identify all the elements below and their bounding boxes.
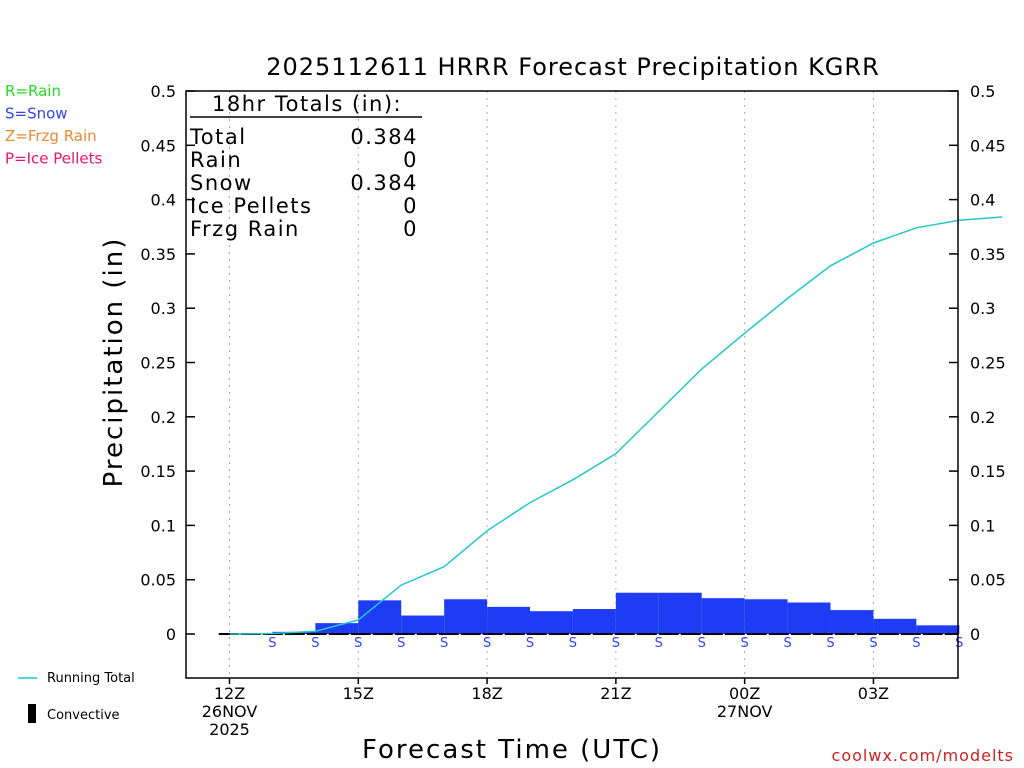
x-tick-label: 12Z [214, 684, 245, 703]
type-key-entry: S=Snow [5, 105, 68, 123]
totals-label: Total [189, 125, 247, 149]
convective-legend-swatch [28, 704, 36, 723]
y-tick-label-left: 0.4 [151, 191, 176, 210]
hourly-bar [572, 609, 616, 634]
y-tick-label-right: 0.25 [970, 354, 1006, 373]
hourly-bar [744, 599, 788, 634]
totals-box: 18hr Totals (in): Total 0.384 Rain 0 Snow 0.3… [189, 92, 422, 241]
totals-label: Snow [190, 171, 253, 195]
snow-marker: S [268, 636, 276, 651]
totals-label: Frzg Rain [190, 217, 300, 241]
y-tick-label-right: 0.45 [970, 136, 1006, 155]
hourly-bar [530, 611, 573, 634]
totals-value: 0.384 [350, 171, 418, 195]
legend: Running Total Convective [18, 671, 135, 723]
hourly-bar [444, 599, 488, 634]
y-tick-label-left: 0.05 [140, 571, 176, 590]
x-tick-label: 27NOV [717, 702, 773, 721]
hourly-bar [830, 610, 874, 634]
totals-header: 18hr Totals (in): [212, 92, 402, 116]
chart-title: 2025112611 HRRR Forecast Precipitation K… [266, 53, 880, 81]
hourly-bar [916, 625, 960, 634]
y-tick-label-left: 0.1 [151, 516, 176, 535]
snow-marker: S [783, 636, 791, 651]
snow-marker: S [826, 636, 834, 651]
hourly-bar [487, 606, 531, 634]
convective-legend-label: Convective [47, 708, 120, 723]
y-axis-ticks: 0 00.05 0.050.1 0.10.15 0.150.2 0.20.25 0.250.… [140, 82, 1005, 644]
x-tick-label: 2025 [209, 720, 250, 739]
y-tick-label-right: 0.2 [970, 408, 995, 427]
snow-marker: S [483, 636, 491, 651]
type-key-entry: Z=Frzg Rain [5, 127, 97, 145]
hourly-bar [615, 592, 659, 634]
snow-marker: S [655, 636, 663, 651]
x-tick-label: 26NOV [202, 702, 258, 721]
snow-marker: S [311, 636, 319, 651]
snow-marker: S [912, 636, 920, 651]
y-tick-label-left: 0.25 [140, 354, 176, 373]
snow-marker: S [569, 636, 577, 651]
y-axis-title: Precipitation (in) [99, 237, 129, 488]
x-tick-label: 03Z [858, 684, 889, 703]
x-tick-label: 00Z [729, 684, 760, 703]
snow-marker: S [869, 636, 877, 651]
vertical-gridlines [229, 91, 874, 678]
hourly-bar [701, 598, 745, 634]
snow-marker: S [741, 636, 749, 651]
y-tick-label-left: 0.3 [151, 299, 176, 318]
y-tick-label-right: 0.5 [970, 82, 995, 101]
snow-marker: S [526, 636, 534, 651]
snow-marker: S [440, 636, 448, 651]
y-tick-label-right: 0.05 [970, 571, 1006, 590]
totals-value: 0 [403, 217, 418, 241]
plot-frame [185, 90, 959, 679]
hourly-bar [873, 618, 917, 634]
hourly-bar [401, 615, 445, 634]
totals-value: 0 [403, 194, 418, 218]
x-tick-label: 18Z [471, 684, 502, 703]
totals-value: 0.384 [350, 125, 418, 149]
x-tick-label: 21Z [600, 684, 631, 703]
type-key-entry: R=Rain [5, 82, 61, 100]
hourly-bar [658, 592, 702, 634]
y-tick-label-left: 0.5 [151, 82, 176, 101]
hourly-bar [315, 623, 359, 634]
hourly-bar [358, 600, 402, 634]
y-tick-label-right: 0.35 [970, 245, 1006, 264]
y-tick-label-left: 0.45 [140, 136, 176, 155]
y-tick-label-left: 0.35 [140, 245, 176, 264]
snow-marker: S [354, 636, 362, 651]
hourly-precip-bars [229, 592, 960, 634]
snow-marker: S [612, 636, 620, 651]
y-tick-label-right: 0.3 [970, 299, 995, 318]
x-axis-title: Forecast Time (UTC) [362, 735, 662, 765]
snow-marker: S [955, 636, 963, 651]
precip-type-key: R=Rain S=Snow Z=Frzg Rain P=Ice Pellets [5, 82, 102, 168]
running-total-legend-label: Running Total [47, 671, 135, 686]
x-tick-label: 15Z [343, 684, 374, 703]
y-tick-label-left: 0.2 [151, 408, 176, 427]
y-tick-label-right: 0.4 [970, 191, 995, 210]
totals-label: Rain [190, 148, 242, 172]
type-key-entry: P=Ice Pellets [5, 150, 102, 168]
snow-marker: S [397, 636, 405, 651]
y-tick-label-right: 0.15 [970, 462, 1006, 481]
y-tick-label-left: 0.15 [140, 462, 176, 481]
y-tick-label-right: 0.1 [970, 516, 995, 535]
snow-marker: S [698, 636, 706, 651]
running-total-series [229, 216, 1003, 635]
hourly-bar [787, 602, 831, 634]
running-total-line [229, 216, 1003, 635]
credit-text: coolwx.com/modelts [832, 746, 1014, 765]
y-tick-label-left: 0 [166, 625, 176, 644]
totals-label: Ice Pellets [190, 194, 312, 218]
y-tick-label-right: 0 [970, 625, 980, 644]
totals-value: 0 [403, 148, 418, 172]
